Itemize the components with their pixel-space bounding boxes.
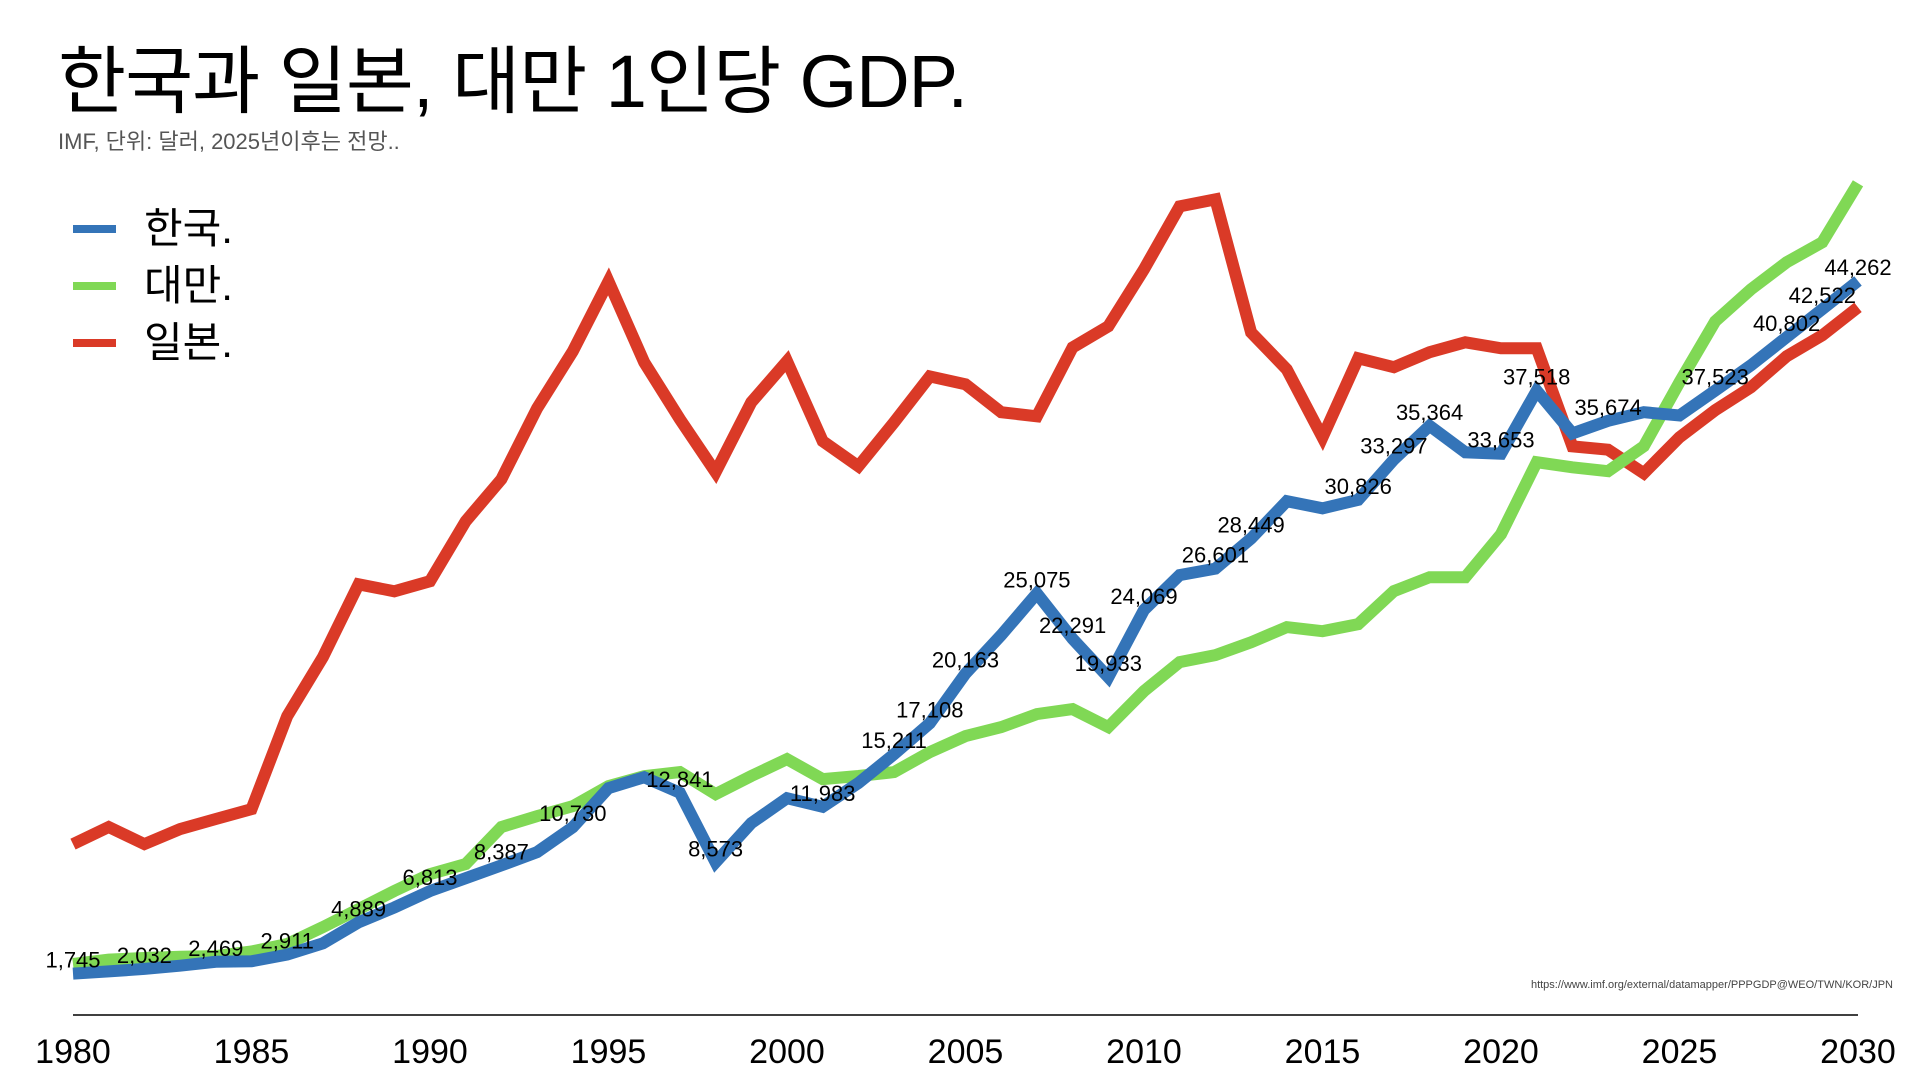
legend-label-korea: 한국. — [144, 204, 233, 252]
x-tick-labels: 1980 1985 1990 1995 2000 2005 2010 2015 2020 2025… — [35, 1033, 1896, 1071]
data-label-korea-2008: 22,291 — [1039, 613, 1106, 638]
x-tick-label-1980: 1980 — [35, 1033, 111, 1071]
legend-item-japan: 일본. — [73, 314, 233, 371]
series-line-taiwan — [72, 180, 1864, 970]
series-line-korea — [72, 276, 1862, 980]
legend-label-taiwan: 대만. — [144, 261, 233, 309]
data-label-korea-2004: 17,108 — [896, 697, 963, 722]
data-labels-layer: 1,745 2,032 2,469 2,911 4,889 6,813 8,387 10,73… — [45, 255, 1891, 973]
data-label-korea-2010: 24,069 — [1110, 584, 1177, 609]
data-label-korea-1992: 8,387 — [474, 839, 529, 864]
legend-item-taiwan: 대만. — [73, 257, 233, 314]
data-label-korea-1994: 10,730 — [539, 801, 606, 826]
series-line-japan — [70, 192, 1862, 851]
data-label-korea-1998: 8,573 — [688, 836, 743, 861]
data-label-korea-2016: 30,826 — [1325, 474, 1392, 499]
x-tick-label-2020: 2020 — [1463, 1033, 1539, 1071]
data-label-korea-2026: 37,523 — [1682, 365, 1749, 390]
legend-swatch-japan — [73, 338, 116, 347]
data-label-korea-2017: 33,297 — [1360, 434, 1427, 459]
x-tick-label-2010: 2010 — [1106, 1033, 1182, 1071]
data-label-korea-2028: 40,802 — [1753, 311, 1820, 336]
data-label-korea-2001: 11,983 — [790, 781, 856, 806]
x-tick-label-1995: 1995 — [571, 1033, 647, 1071]
data-label-korea-2012: 26,601 — [1182, 543, 1249, 568]
legend-swatch-korea — [73, 224, 116, 233]
legend-label-japan: 일본. — [144, 318, 233, 366]
data-label-korea-1986: 2,911 — [260, 929, 313, 954]
data-label-korea-2029: 42,522 — [1789, 283, 1856, 308]
data-label-korea-2018: 35,364 — [1396, 400, 1463, 425]
data-label-korea-1990: 6,813 — [402, 865, 457, 890]
legend: 한국. 대만. 일본. — [73, 200, 233, 371]
data-label-korea-2020: 33,653 — [1467, 428, 1534, 453]
x-tick-label-1985: 1985 — [214, 1033, 290, 1071]
legend-swatch-taiwan — [73, 281, 116, 290]
chart-title: 한국과 일본, 대만 1인당 GDP. — [58, 40, 968, 123]
x-tick-label-1990: 1990 — [392, 1033, 468, 1071]
data-label-korea-2021: 37,518 — [1503, 365, 1570, 390]
x-tick-label-2030: 2030 — [1820, 1033, 1896, 1071]
data-label-korea-1984: 2,469 — [188, 936, 243, 961]
data-label-korea-2023: 35,674 — [1574, 395, 1641, 420]
source-url: https://www.imf.org/external/datamapper/… — [1530, 979, 1893, 991]
data-label-korea-2007: 25,075 — [1003, 568, 1070, 593]
legend-item-korea: 한국. — [73, 200, 233, 257]
x-tick-label-2015: 2015 — [1285, 1033, 1361, 1071]
x-tick-label-2000: 2000 — [749, 1033, 825, 1071]
data-label-korea-2009: 19,933 — [1075, 651, 1142, 676]
data-label-korea-2003: 15,211 — [861, 728, 927, 753]
data-label-korea-1997: 12,841 — [646, 767, 713, 792]
chart-subtitle: IMF, 단위: 달러, 2025년이후는 전망.. — [58, 129, 400, 154]
x-tick-label-2005: 2005 — [928, 1033, 1004, 1071]
x-tick-label-2025: 2025 — [1642, 1033, 1718, 1071]
data-label-korea-2005: 20,163 — [932, 648, 999, 673]
data-label-korea-2030: 44,262 — [1824, 255, 1891, 280]
data-label-korea-1988: 4,889 — [331, 896, 386, 921]
data-label-korea-1982: 2,032 — [117, 943, 172, 968]
series-layer — [70, 180, 1864, 980]
data-label-korea-1980: 1,745 — [45, 948, 100, 973]
data-label-korea-2013: 28,449 — [1217, 513, 1284, 538]
